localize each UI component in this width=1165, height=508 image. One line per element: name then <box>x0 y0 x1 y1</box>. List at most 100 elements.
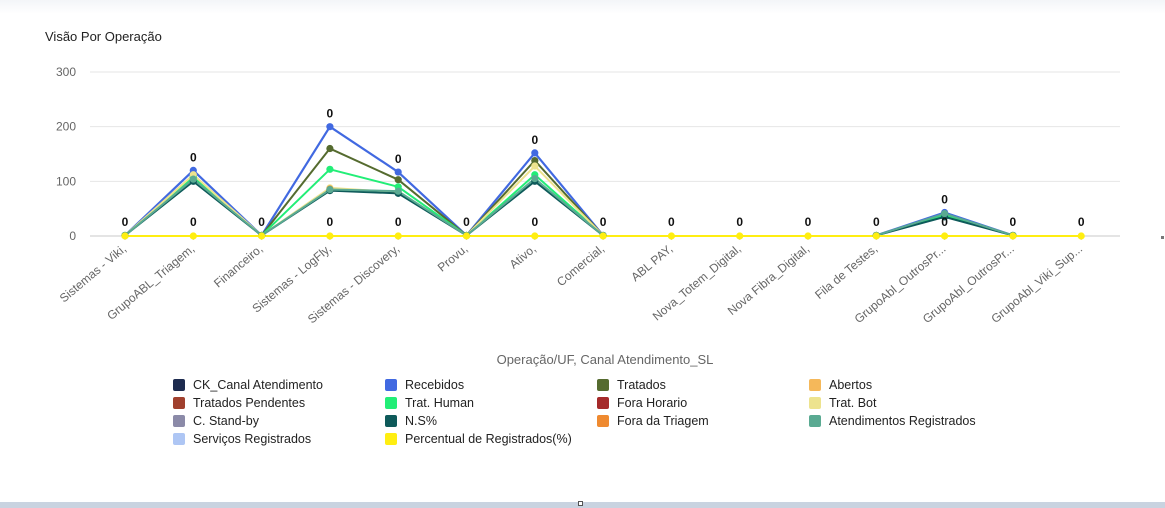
legend-label: N.S% <box>405 414 437 428</box>
series-lines <box>124 125 1082 237</box>
legend-item[interactable]: Percentual de Registrados(%) <box>385 430 597 448</box>
legend-item[interactable]: Tratados <box>597 376 809 394</box>
data-point[interactable] <box>462 232 471 240</box>
data-label: 0 <box>1010 215 1017 229</box>
x-tick-label: ABL PAY, <box>628 242 675 285</box>
legend-label: Abertos <box>829 378 873 392</box>
legend-swatch <box>597 415 609 427</box>
data-point[interactable] <box>121 232 129 240</box>
data-point[interactable] <box>189 175 197 183</box>
data-label: 0 <box>600 215 607 229</box>
data-point[interactable] <box>258 232 266 240</box>
x-tick-label: Financeiro, <box>211 242 265 291</box>
data-point[interactable] <box>667 232 676 240</box>
legend-swatch <box>597 397 609 409</box>
data-point[interactable] <box>736 232 744 240</box>
legend-item[interactable]: CK_Canal Atendimento <box>173 376 385 394</box>
data-point[interactable] <box>394 232 402 240</box>
legend-label: C. Stand-by <box>193 414 260 428</box>
legend-label: Tratados <box>617 378 666 392</box>
data-label: 0 <box>1078 215 1085 229</box>
legend-item[interactable]: Fora da Triagem <box>597 412 809 430</box>
chart-title: Visão Por Operação <box>45 29 162 44</box>
data-labels: 0 0 0 0 0 0 0 0 0 0 0 0 0 0 0 0 0 0 0 0 <box>122 107 1085 229</box>
legend-swatch <box>809 397 821 409</box>
data-point[interactable] <box>1009 232 1017 240</box>
data-point[interactable] <box>941 232 949 240</box>
legend-item[interactable]: Serviços Registrados <box>173 430 385 448</box>
x-axis-ticks: Sistemas - Viki,GrupoABL_Triagem, Finance… <box>57 236 1085 326</box>
legend-swatch <box>173 433 185 445</box>
y-tick-label: 300 <box>56 65 76 79</box>
data-point[interactable] <box>531 156 539 165</box>
legend-label: CK_Canal Atendimento <box>193 378 323 392</box>
legend-swatch <box>809 415 821 427</box>
data-point[interactable] <box>394 168 402 176</box>
x-tick-label: Sistemas - Viki, <box>57 242 129 306</box>
data-point[interactable] <box>531 175 539 183</box>
legend-swatch <box>385 397 397 409</box>
data-point[interactable] <box>531 232 539 240</box>
data-point[interactable] <box>326 123 334 131</box>
legend-swatch <box>173 415 185 427</box>
data-label: 0 <box>258 215 265 229</box>
legend-label: Atendimentos Registrados <box>829 414 976 428</box>
data-point[interactable] <box>189 232 197 240</box>
data-label: 0 <box>463 215 470 229</box>
chart-legend: CK_Canal Atendimento Recebidos Tratados Abe… <box>173 376 1023 448</box>
legend-label: Recebidos <box>405 378 465 392</box>
legend-label: Fora Horario <box>617 396 688 410</box>
legend-item[interactable]: C. Stand-by <box>173 412 385 430</box>
x-tick-label: Fila de Testes, <box>812 242 880 302</box>
series-points <box>121 123 1085 240</box>
data-point[interactable] <box>326 165 334 173</box>
series-line <box>124 168 604 237</box>
data-point[interactable] <box>531 149 539 157</box>
legend-swatch <box>385 415 397 427</box>
edge-marker <box>1161 236 1164 239</box>
legend-item[interactable]: Tratados Pendentes <box>173 394 385 412</box>
data-label: 0 <box>327 107 334 121</box>
resize-handle[interactable] <box>578 501 583 506</box>
legend-item[interactable]: Fora Horario <box>597 394 809 412</box>
legend-item[interactable]: Trat. Human <box>385 394 597 412</box>
y-tick-label: 200 <box>56 120 76 134</box>
data-point[interactable] <box>326 144 334 153</box>
legend-item[interactable]: Atendimentos Registrados <box>809 412 1023 430</box>
data-label: 0 <box>190 150 197 164</box>
data-label: 0 <box>531 133 538 147</box>
data-point[interactable] <box>941 209 949 218</box>
data-label: 0 <box>736 215 743 229</box>
data-point[interactable] <box>1077 232 1085 240</box>
data-point[interactable] <box>394 187 402 195</box>
x-tick-label: Ativo, <box>507 242 539 272</box>
series-line <box>124 180 604 237</box>
legend-label: Serviços Registrados <box>193 432 312 446</box>
data-point[interactable] <box>804 232 812 240</box>
line-chart: 0 100 200 300 Sistemas - Viki,GrupoABL_Tria… <box>56 65 1120 367</box>
data-label: 0 <box>531 215 538 229</box>
legend-swatch <box>173 379 185 391</box>
legend-item[interactable]: Trat. Bot <box>809 394 1023 412</box>
legend-item[interactable]: N.S% <box>385 412 597 430</box>
data-label: 0 <box>873 215 880 229</box>
legend-swatch <box>385 433 397 445</box>
data-point[interactable] <box>599 232 607 240</box>
data-point[interactable] <box>872 232 880 240</box>
data-label: 0 <box>395 152 402 166</box>
legend-item[interactable]: Abertos <box>809 376 1023 394</box>
series-line <box>124 177 604 237</box>
data-point[interactable] <box>326 185 334 194</box>
data-label: 0 <box>190 215 197 229</box>
data-label: 0 <box>122 215 129 229</box>
legend-item[interactable]: Recebidos <box>385 376 597 394</box>
data-point[interactable] <box>531 162 539 170</box>
y-tick-label: 100 <box>56 174 76 188</box>
data-point[interactable] <box>394 176 402 184</box>
data-label: 0 <box>668 215 675 229</box>
data-label: 0 <box>941 215 948 229</box>
legend-swatch <box>809 379 821 391</box>
data-point[interactable] <box>326 232 334 240</box>
x-tick-label: Comercial, <box>554 242 607 290</box>
legend-label: Fora da Triagem <box>617 414 709 428</box>
